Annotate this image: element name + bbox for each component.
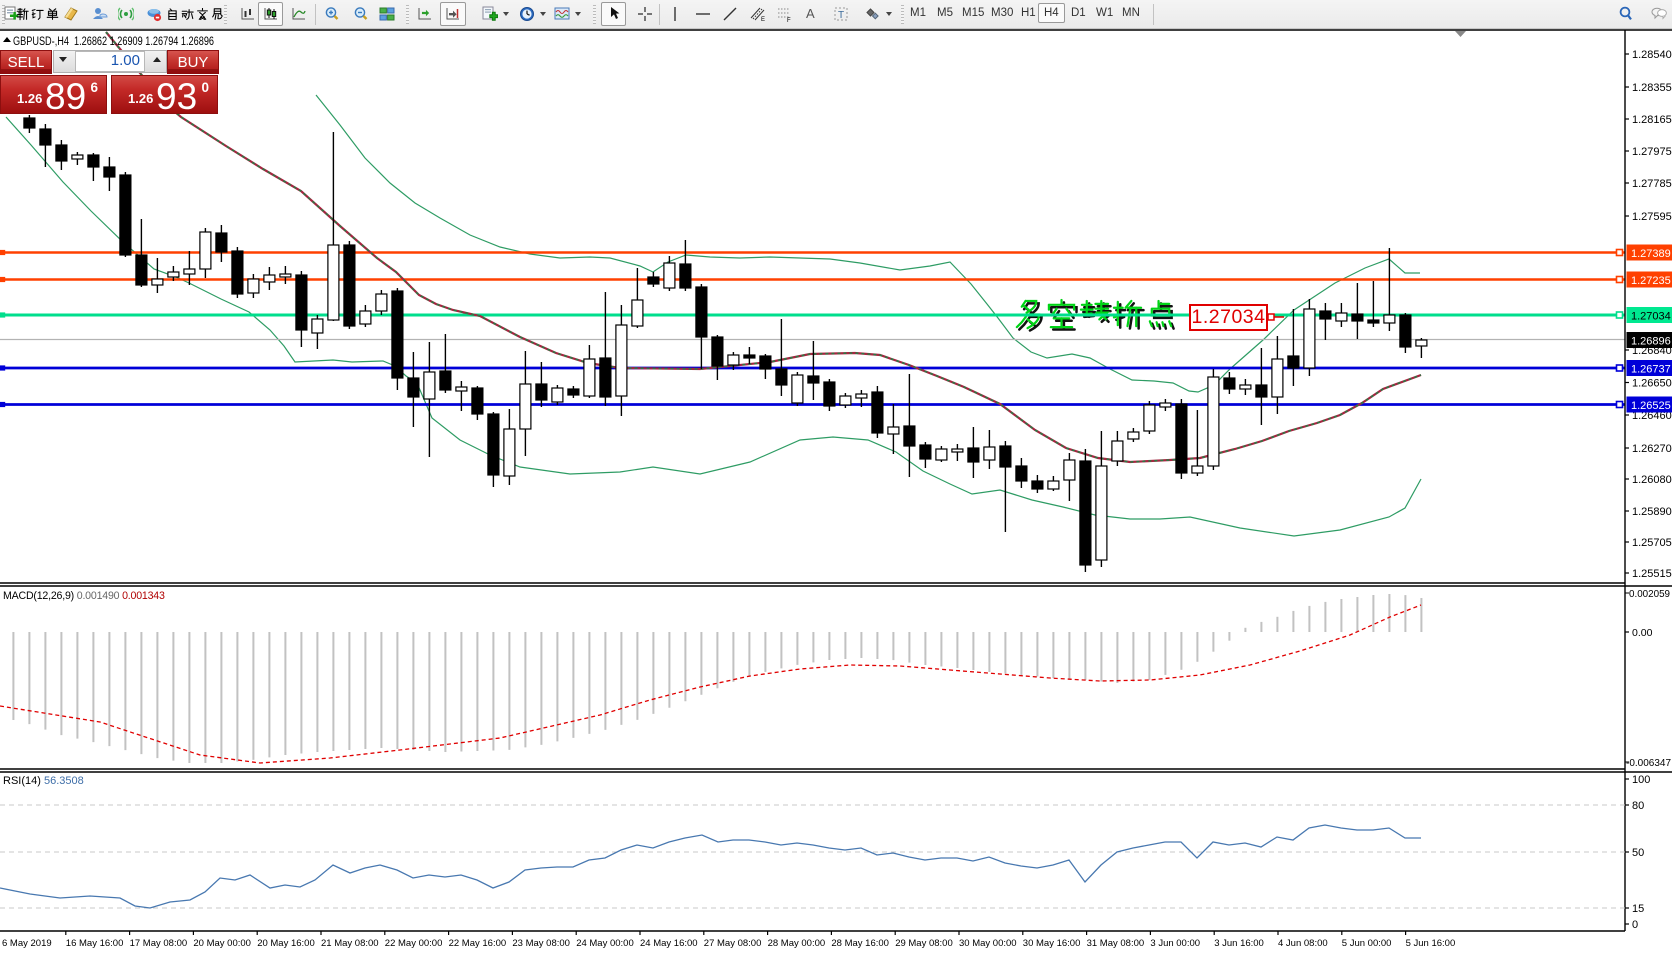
svg-text:0.00: 0.00: [1632, 627, 1653, 639]
svg-text:100: 100: [1632, 774, 1650, 786]
svg-text:24 May 16:00: 24 May 16:00: [640, 938, 698, 949]
svg-text:31 May 08:00: 31 May 08:00: [1087, 938, 1145, 949]
svg-text:1.27975: 1.27975: [1632, 146, 1672, 158]
svg-text:80: 80: [1632, 800, 1644, 812]
svg-text:5 Jun 00:00: 5 Jun 00:00: [1342, 938, 1392, 949]
svg-text:3 Jun 16:00: 3 Jun 16:00: [1214, 938, 1264, 949]
svg-text:1.25515: 1.25515: [1632, 568, 1672, 580]
svg-text:1.26080: 1.26080: [1632, 474, 1672, 486]
svg-text:29 May 08:00: 29 May 08:00: [895, 938, 953, 949]
svg-text:24 May 00:00: 24 May 00:00: [576, 938, 634, 949]
svg-text:1.27034: 1.27034: [1631, 311, 1671, 323]
svg-text:30 May 16:00: 30 May 16:00: [1023, 938, 1081, 949]
svg-text:1.27389: 1.27389: [1631, 248, 1671, 260]
svg-text:27 May 08:00: 27 May 08:00: [704, 938, 762, 949]
svg-text:30 May 00:00: 30 May 00:00: [959, 938, 1017, 949]
svg-text:RSI(14) 56.3508: RSI(14) 56.3508: [3, 775, 84, 787]
svg-text:28 May 16:00: 28 May 16:00: [831, 938, 889, 949]
svg-text:1.25890: 1.25890: [1632, 506, 1672, 518]
svg-text:1.28165: 1.28165: [1632, 114, 1672, 126]
svg-text:21 May 08:00: 21 May 08:00: [321, 938, 379, 949]
svg-text:16 May 16:00: 16 May 16:00: [66, 938, 124, 949]
svg-text:1.26650: 1.26650: [1632, 378, 1672, 390]
svg-text:1.26737: 1.26737: [1631, 364, 1671, 376]
svg-text:15: 15: [1632, 903, 1644, 915]
svg-text:6 May 2019: 6 May 2019: [2, 938, 52, 949]
svg-text:1.26270: 1.26270: [1632, 443, 1672, 455]
svg-text:1.27785: 1.27785: [1632, 178, 1672, 190]
svg-text:50: 50: [1632, 847, 1644, 859]
svg-text:T: T: [838, 10, 844, 21]
svg-text:28 May 00:00: 28 May 00:00: [768, 938, 826, 949]
svg-text:-0.006347: -0.006347: [1626, 757, 1671, 769]
svg-text:22 May 00:00: 22 May 00:00: [385, 938, 443, 949]
svg-text:23 May 08:00: 23 May 08:00: [512, 938, 570, 949]
svg-text:F: F: [787, 18, 791, 22]
svg-text:1.26525: 1.26525: [1631, 400, 1671, 412]
svg-text:20 May 16:00: 20 May 16:00: [257, 938, 315, 949]
svg-text:1.26896: 1.26896: [1631, 336, 1671, 348]
svg-text:1.25705: 1.25705: [1632, 537, 1672, 549]
svg-text:0: 0: [1632, 919, 1638, 931]
svg-text:GBPUSD-,H4 1.26862 1.26909 1.: GBPUSD-,H4 1.26862 1.26909 1.26794 1.268…: [13, 36, 214, 48]
svg-text:1.27595: 1.27595: [1632, 211, 1672, 223]
svg-text:3 Jun 00:00: 3 Jun 00:00: [1150, 938, 1200, 949]
svg-text:17 May 08:00: 17 May 08:00: [130, 938, 188, 949]
svg-text:5 Jun 16:00: 5 Jun 16:00: [1406, 938, 1456, 949]
svg-text:0.002059: 0.002059: [1629, 588, 1670, 600]
svg-text:4 Jun 08:00: 4 Jun 08:00: [1278, 938, 1328, 949]
svg-text:20 May 00:00: 20 May 00:00: [193, 938, 251, 949]
svg-text:E: E: [761, 17, 765, 22]
svg-text:MACD(12,26,9) 0.001490 0.00134: MACD(12,26,9) 0.001490 0.001343: [3, 590, 165, 602]
svg-text:22 May 16:00: 22 May 16:00: [449, 938, 507, 949]
svg-text:1.27235: 1.27235: [1631, 275, 1671, 287]
svg-text:1.28540: 1.28540: [1632, 49, 1672, 61]
svg-text:1.28355: 1.28355: [1632, 82, 1672, 94]
